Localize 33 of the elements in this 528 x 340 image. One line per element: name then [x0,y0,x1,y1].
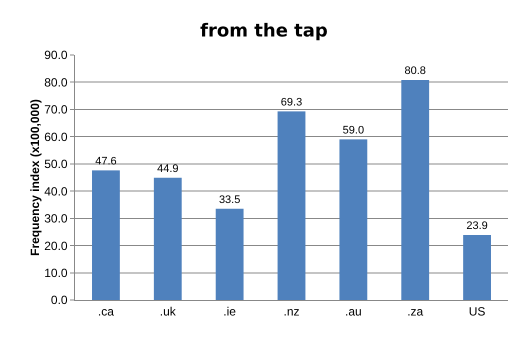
x-tick-label: .au [345,304,362,318]
x-tick-label: .ca [98,304,114,318]
data-label: 47.6 [95,155,117,168]
x-tick-label: US [468,304,486,318]
data-label: 33.5 [218,194,240,206]
chart-title: from the tap [200,20,328,42]
x-tick-label: .uk [160,304,177,318]
y-tick-label: 50.0 [44,157,68,172]
bar [339,139,368,300]
y-tick-label: 20.0 [44,238,68,253]
y-tick-label: 30.0 [44,212,68,226]
y-tick-label: 80.0 [44,75,68,90]
bar [92,170,120,300]
bar [216,208,244,300]
bar [278,111,306,300]
data-label: 59.0 [342,124,364,136]
data-label: 69.3 [280,96,302,108]
data-label: 44.9 [157,162,178,175]
y-tick-label: 0.0 [50,293,68,308]
data-label: 80.8 [404,65,426,78]
x-tick-label: .ie [223,304,236,318]
y-tick-label: 90.0 [44,48,68,62]
y-axis-title: Frequency index (x100,000) [28,99,42,256]
data-label: 23.9 [466,220,488,232]
bar [154,178,182,300]
x-tick-label: .nz [283,304,300,318]
bar [401,80,430,300]
y-tick-label: 70.0 [44,102,68,117]
y-tick-label: 60.0 [44,130,68,144]
x-tick-label: .za [407,304,424,318]
y-tick-label: 40.0 [44,184,68,198]
y-tick-label: 10.0 [44,266,68,280]
bar [463,234,491,300]
